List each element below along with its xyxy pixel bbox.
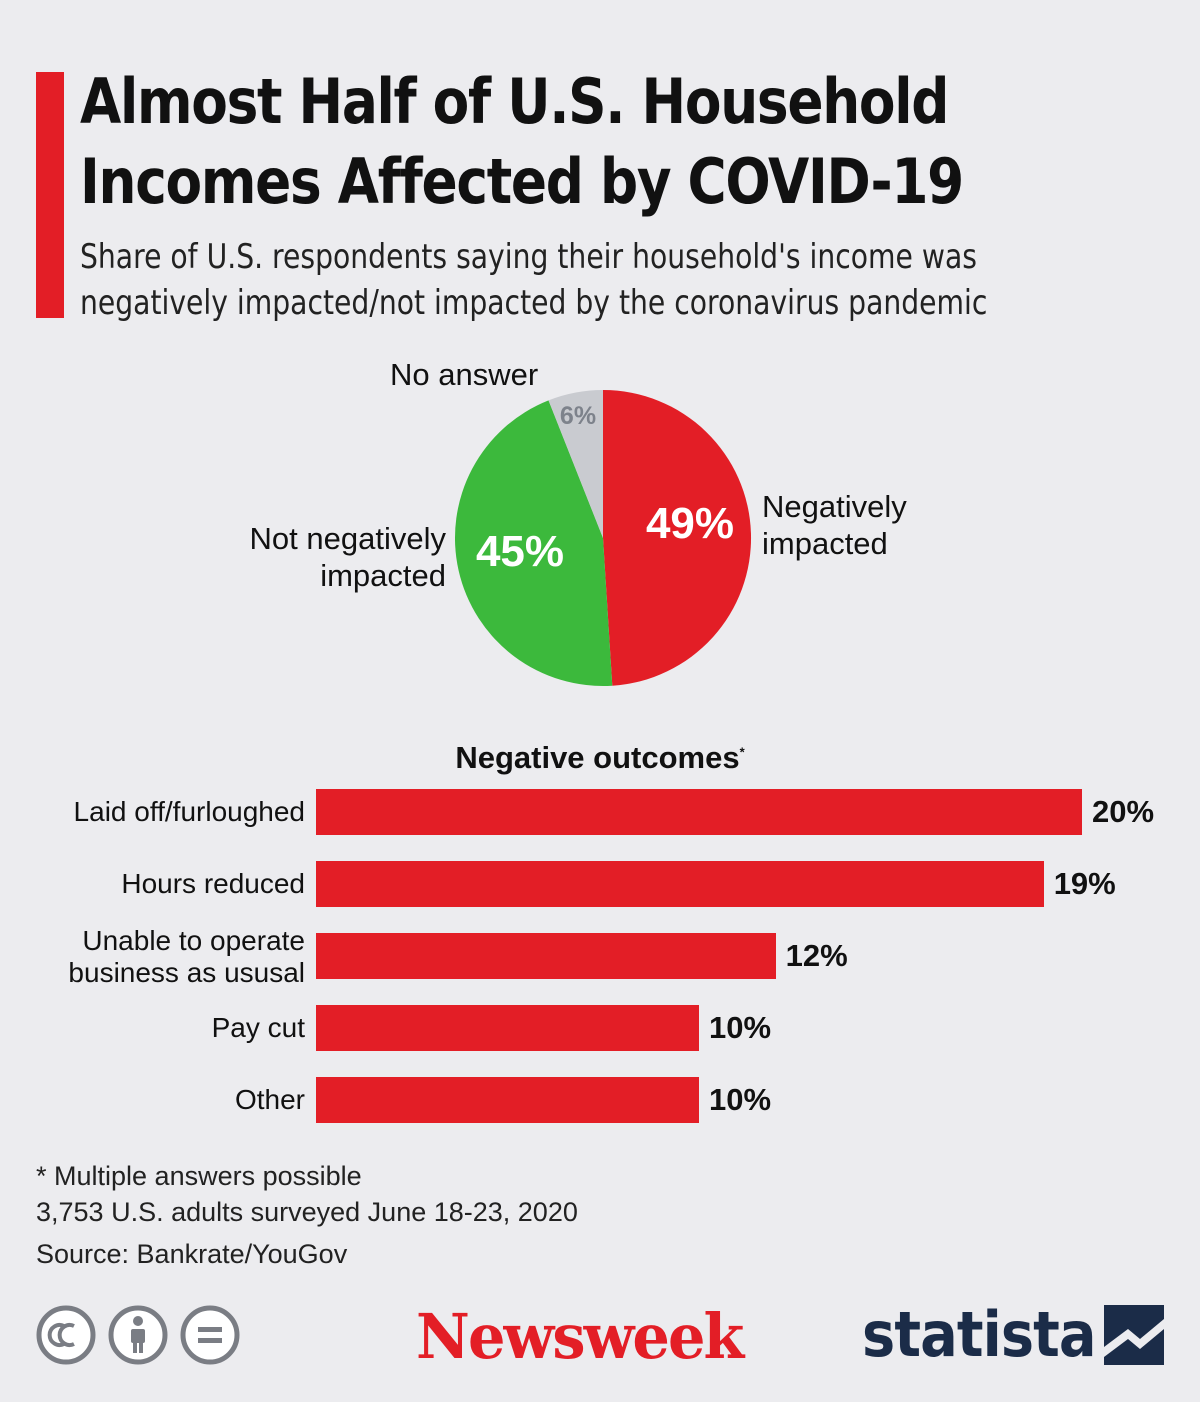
bar-label-line: business as ususal	[68, 957, 305, 988]
pie-label-not-negative-line-2: impacted	[320, 558, 446, 593]
pie-value-negative: 49%	[646, 499, 734, 548]
bar-value: 10%	[709, 1082, 772, 1117]
pie-label-negative-line-2: impacted	[762, 526, 888, 561]
bar	[316, 861, 1044, 907]
newsweek-logo[interactable]: Newsweek	[416, 1300, 744, 1373]
bar-label-line: Other	[234, 1084, 305, 1115]
title-line-2: Incomes Affected by COVID-19	[80, 145, 964, 218]
bar-row-laid-off: Laid off/furloughed 20%	[0, 789, 1200, 835]
bar-label: Other	[235, 1084, 305, 1116]
bar-value: 10%	[709, 1010, 772, 1045]
bars-title-text: Negative outcomes	[455, 740, 740, 775]
footnote-survey: 3,753 U.S. adults surveyed June 18-23, 2…	[36, 1197, 578, 1227]
pie-chart: 49% 45% 6%	[454, 390, 752, 687]
footnote-source: Source: Bankrate/YouGov	[36, 1239, 348, 1269]
no-derivatives-icon[interactable]	[180, 1305, 240, 1365]
attribution-icon[interactable]	[108, 1305, 168, 1365]
bar-label-line: Pay cut	[211, 1012, 305, 1043]
footnote-multiple-answers: * Multiple answers possible	[36, 1161, 362, 1191]
bar	[316, 933, 776, 979]
pie-label-not-negative: Not negatively impacted	[250, 520, 446, 594]
bar-row-unable-to-operate: Unable to operate business as ususal 12%	[0, 925, 1200, 988]
pie-slice-not-negative	[454, 400, 613, 687]
bar-row-other: Other 10%	[0, 1077, 1200, 1123]
title-line-1: Almost Half of U.S. Household	[80, 65, 949, 138]
bar-label: Laid off/furloughed	[74, 796, 305, 828]
chart-subtitle: Share of U.S. respondents saying their h…	[80, 234, 987, 326]
bar-value: 20%	[1092, 794, 1155, 829]
footnotes: * Multiple answers possible 3,753 U.S. a…	[36, 1158, 578, 1272]
bars-title-mark: *	[739, 744, 745, 760]
statista-mark-icon	[1104, 1305, 1164, 1365]
bar-label-line: Laid off/furloughed	[73, 796, 305, 827]
bar-value: 12%	[785, 938, 848, 973]
pie-slice-no-answer	[548, 390, 603, 538]
accent-bar	[36, 72, 64, 318]
bar-label: Unable to operate business as ususal	[68, 925, 305, 989]
pie-value-not-negative: 45%	[476, 527, 564, 576]
bar	[316, 1005, 699, 1051]
subtitle-line-1: Share of U.S. respondents saying their h…	[80, 237, 977, 277]
bar	[316, 1077, 699, 1123]
pie-label-not-negative-line-1: Not negatively	[249, 521, 446, 556]
subtitle-line-2: negatively impacted/not impacted by the …	[80, 283, 988, 323]
license-icons	[36, 1305, 240, 1365]
pie-slice-negative	[603, 390, 752, 686]
bar-row-hours-reduced: Hours reduced 19%	[0, 861, 1200, 907]
bar-value: 19%	[1053, 866, 1116, 901]
bar-label-line: Unable to operate	[82, 925, 305, 956]
bars-title: Negative outcomes*	[0, 740, 1200, 776]
statista-logo[interactable]: statista	[862, 1298, 1097, 1371]
pie-label-no-answer: No answer	[390, 357, 539, 392]
pie-label-negative-line-1: Negatively	[762, 489, 907, 524]
bar-row-pay-cut: Pay cut 10%	[0, 1005, 1200, 1051]
bar-label-line: Hours reduced	[121, 868, 305, 899]
bar-label: Pay cut	[212, 1012, 305, 1044]
pie-label-negative: Negatively impacted	[762, 488, 907, 562]
pie-value-no-answer: 6%	[560, 402, 596, 430]
bar-label: Hours reduced	[121, 868, 305, 900]
cc-icon[interactable]	[36, 1305, 96, 1365]
bar	[316, 789, 1082, 835]
chart-title: Almost Half of U.S. Household Incomes Af…	[80, 62, 1009, 222]
